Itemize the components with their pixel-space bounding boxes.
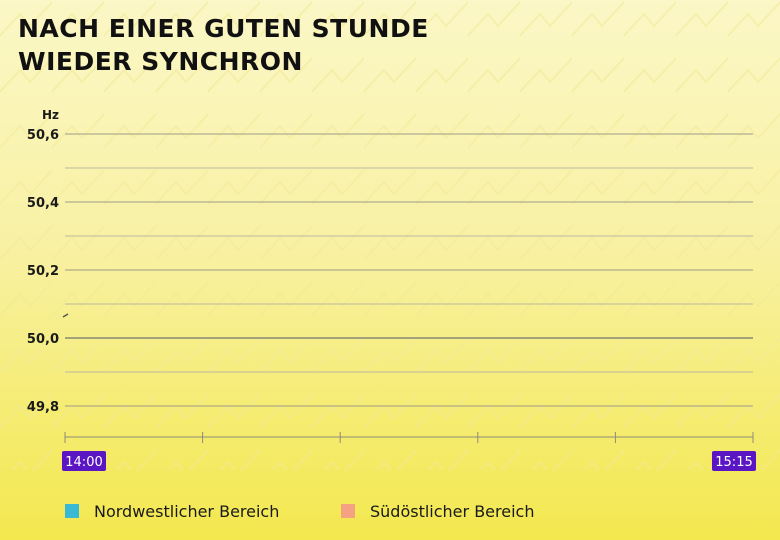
legend: Nordwestlicher Bereich Südöstlicher Bere… [0, 500, 780, 522]
legend-item-nordwest: Nordwestlicher Bereich [65, 500, 279, 522]
y-tick-label: 49,8 [27, 400, 59, 415]
x-label-start: 14:00 [65, 455, 102, 470]
y-tick-label: 50,6 [27, 128, 59, 143]
y-tick-label: 50,4 [27, 196, 59, 211]
legend-swatch-suedost [341, 504, 355, 518]
chart-title: NACH EINER GUTEN STUNDE WIEDER SYNCHRON [18, 12, 429, 78]
chart-title-line-1: NACH EINER GUTEN STUNDE [18, 14, 429, 43]
chart-title-line-2: WIEDER SYNCHRON [18, 47, 303, 76]
x-label-end-box [712, 451, 756, 471]
legend-label-suedost: Südöstlicher Bereich [370, 501, 535, 521]
y-tick-label: 50,2 [27, 264, 59, 279]
x-label-start-box [62, 451, 106, 471]
series-start-mark [62, 313, 69, 318]
y-unit-label: Hz [42, 108, 59, 122]
x-label-end: 15:15 [715, 455, 752, 470]
legend-swatch-nordwest [65, 504, 79, 518]
legend-label-nordwest: Nordwestlicher Bereich [94, 501, 280, 521]
y-tick-label: 50,0 [27, 332, 59, 347]
legend-item-suedost: Südöstlicher Bereich [341, 500, 534, 522]
